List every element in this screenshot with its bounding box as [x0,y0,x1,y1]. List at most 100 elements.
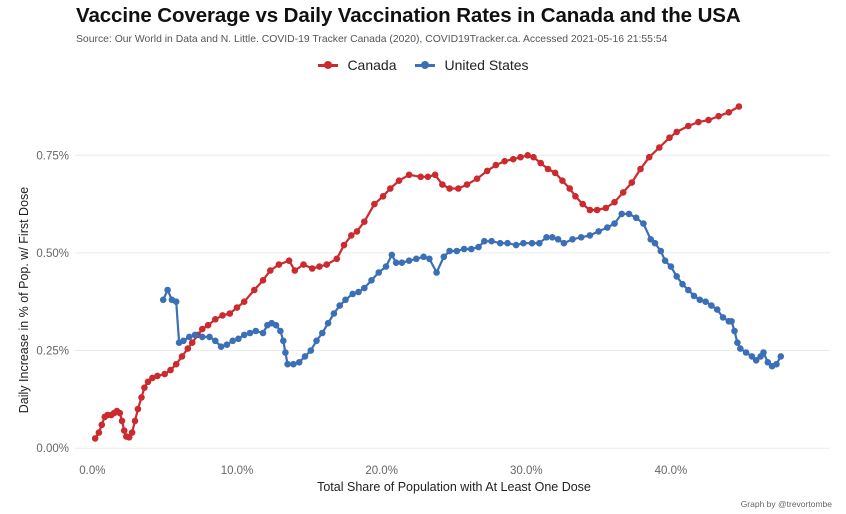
data-point-canada [120,427,128,434]
data-point-canada [395,177,403,184]
data-point-united-states [229,337,236,345]
data-point-canada [705,116,712,124]
data-point-united-states [560,239,568,247]
data-point-united-states [413,255,420,263]
data-point-united-states [307,347,315,354]
legend-label-canada: Canada [347,57,397,73]
data-point-canada [285,257,293,265]
data-point-united-states [760,349,767,356]
data-point-united-states [651,239,659,247]
data-point-united-states [280,337,287,345]
data-point-canada [735,103,743,110]
legend-item-canada: Canada [317,57,396,73]
data-point-canada [161,370,168,378]
data-point-canada [551,169,559,177]
data-point-canada [275,261,283,268]
data-point-canada [184,345,192,352]
y-tick-label: 0.50% [36,248,69,260]
data-point-canada [439,181,446,188]
data-point-canada [685,122,692,130]
data-point-united-states [713,306,721,313]
data-point-united-states [468,245,475,253]
data-point-canada [188,339,196,347]
data-point-united-states [440,253,448,261]
chart-caption: Graph by @trevortombe [740,499,832,509]
data-point-united-states [543,234,550,241]
data-point-canada [233,304,241,311]
data-point-united-states [569,236,576,243]
data-point-united-states [282,349,289,356]
data-point-united-states [611,220,618,227]
data-point-united-states [446,247,453,255]
data-point-united-states [186,333,193,341]
data-point-united-states [595,228,602,235]
data-point-canada [172,360,180,368]
data-point-united-states [336,302,344,309]
data-point-united-states [520,239,527,247]
series-line-canada [94,105,740,439]
data-point-canada [240,298,248,306]
chart-subtitle: Source: Our World in Data and N. Little.… [76,34,668,45]
series-canada [91,103,743,442]
data-point-canada [530,153,537,161]
data-point-united-states [667,263,675,270]
data-point-united-states [719,314,727,321]
data-point-canada [715,112,722,120]
data-point-united-states [679,280,686,288]
data-point-canada [251,286,258,294]
data-point-canada [204,321,212,329]
data-point-canada [340,241,348,249]
data-point-united-states [647,236,654,243]
legend-key-canada-icon [317,58,339,72]
data-point-united-states [512,241,520,249]
data-point-united-states [324,319,332,327]
data-point-canada [226,310,234,317]
data-point-canada [95,429,103,436]
data-point-united-states [375,269,383,276]
data-point-canada [371,200,378,208]
data-point-canada [602,204,610,212]
data-point-united-states [554,236,562,243]
data-point-united-states [604,224,611,231]
data-point-canada [219,312,226,319]
data-point-united-states [690,292,698,300]
data-point-united-states [426,255,433,263]
data-point-united-states [368,277,375,284]
data-point-united-states [235,335,242,343]
x-tick-label: 30.0% [510,465,543,477]
data-point-united-states [504,239,511,247]
data-point-canada [637,165,644,173]
data-point-canada [138,394,145,401]
data-point-canada [492,161,500,169]
data-point-united-states [773,360,780,368]
data-point-united-states [702,298,709,306]
data-point-canada [673,128,680,136]
data-point-canada [579,200,586,208]
data-point-united-states [657,247,665,255]
legend-item-united-states: United States [414,57,529,73]
data-point-canada [431,171,439,179]
y-axis-label: Daily Increase in % of Pop. w/ First Dos… [17,187,31,414]
data-point-canada [666,134,673,141]
data-point-united-states [223,341,231,349]
data-point-canada [259,277,267,284]
data-point-canada [628,179,636,186]
data-point-united-states [206,333,213,341]
data-point-united-states [661,257,669,265]
data-point-canada [455,185,462,192]
data-point-united-states [330,310,338,317]
data-point-united-states [536,239,543,247]
data-point-united-states [460,245,468,253]
data-point-canada [116,409,124,417]
data-point-canada [149,374,156,382]
data-point-canada [424,173,432,181]
data-point-united-states [388,251,396,259]
data-point-united-states [420,253,427,261]
data-point-canada [656,144,663,151]
data-point-canada [537,159,544,167]
data-point-canada [509,155,517,163]
data-point-canada [645,153,653,161]
data-point-canada [361,218,368,225]
data-point-canada [566,185,573,192]
